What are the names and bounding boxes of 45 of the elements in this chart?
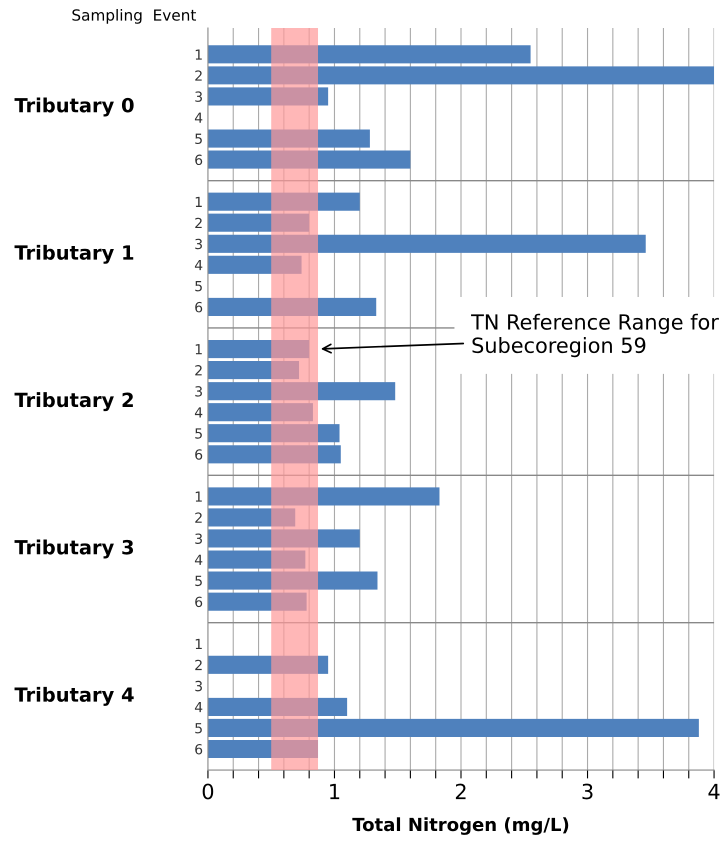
y-tick-label: 6 <box>195 154 202 166</box>
y-tick-label: 6 <box>195 302 202 312</box>
y-tick-label: 3 <box>195 238 202 250</box>
y-tick-label: 6 <box>195 449 202 460</box>
y-tick-label: 3 <box>195 91 202 102</box>
y-tick-label: 2 <box>195 365 202 376</box>
y-tick-label: 4 <box>194 112 202 123</box>
text: Tributary 3 <box>14 540 134 558</box>
y-tick-label: 5 <box>195 428 202 439</box>
y-tick-label: 4 <box>194 702 202 712</box>
x-tick-label: 2 <box>456 784 466 800</box>
bar <box>208 66 714 84</box>
y-tick-label: 5 <box>195 576 202 586</box>
y-tick-label: 3 <box>195 533 202 544</box>
y-tick-label: 1 <box>196 49 202 60</box>
x-tick-label: 3 <box>582 784 592 800</box>
y-tick-label: 6 <box>195 744 202 754</box>
band-label: TN Reference Range for Subecoregion 59 <box>471 314 719 358</box>
x-tick-label: 4 <box>708 784 720 800</box>
text: Tributary 0 <box>14 97 134 116</box>
x-tick-label: 1 <box>330 784 340 800</box>
y-tick-label: 4 <box>194 407 202 418</box>
x-axis-title: Total Nitrogen (mg/L) <box>352 817 568 835</box>
y-tick-label: 1 <box>196 492 202 502</box>
y-tick-label: 2 <box>195 70 202 81</box>
y-tick-label: 6 <box>195 596 202 608</box>
y-tick-label: 5 <box>195 134 202 144</box>
y-tick-label: 4 <box>194 554 202 565</box>
y-tick-label: 5 <box>195 281 202 292</box>
y-tick-label: 2 <box>195 512 202 523</box>
y-axis-title: Sampling Event <box>72 8 196 24</box>
y-tick-label: 5 <box>195 723 202 734</box>
y-tick-label: 1 <box>196 638 202 650</box>
y-tick-label: 4 <box>194 260 202 270</box>
text: Tributary 2 <box>14 392 133 412</box>
x-tick-label: 0 <box>202 784 214 800</box>
y-tick-label: 3 <box>195 386 202 397</box>
y-tick-label: 1 <box>196 196 202 207</box>
y-tick-label: 1 <box>196 344 202 354</box>
text: Tributary 4 <box>14 686 134 706</box>
y-tick-label: 2 <box>195 218 202 228</box>
y-tick-label: 3 <box>195 680 202 692</box>
bar <box>208 234 646 253</box>
text: Tributary 1 <box>14 244 134 264</box>
y-tick-label: 2 <box>195 660 202 670</box>
